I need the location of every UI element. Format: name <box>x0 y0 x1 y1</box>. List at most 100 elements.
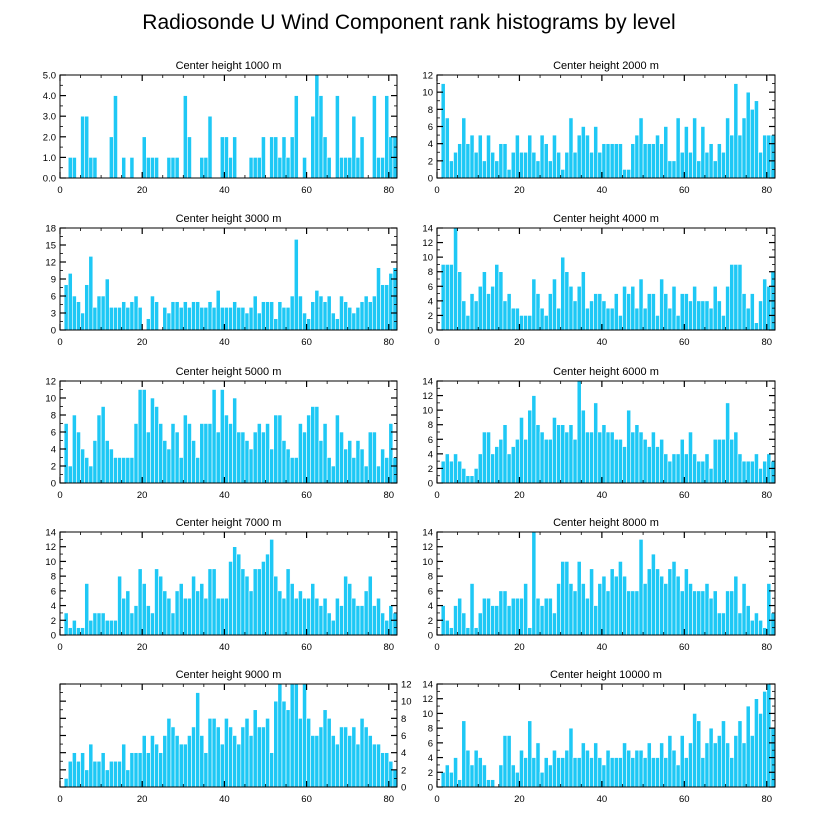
bar <box>515 597 520 636</box>
bar <box>498 271 504 331</box>
bar <box>638 117 644 179</box>
bar <box>166 312 172 331</box>
bar <box>306 414 311 484</box>
bar <box>572 590 578 636</box>
x-tick-label: 60 <box>301 185 312 196</box>
bar <box>182 414 188 484</box>
x-tick-label: 40 <box>219 490 230 501</box>
y-tick-label: 10 <box>401 697 412 708</box>
bar <box>125 457 131 484</box>
bar <box>232 735 238 788</box>
bar <box>343 726 348 788</box>
bar <box>486 779 491 788</box>
x-tick-label: 80 <box>761 185 772 196</box>
bar <box>490 151 496 179</box>
panel-9: Center height 9000 m 0 20 40 60 80 0 2 4 6 8 10 12 <box>57 669 411 805</box>
bar <box>76 431 81 484</box>
bar <box>166 597 172 636</box>
bar <box>453 757 458 788</box>
bar <box>191 440 196 484</box>
bar <box>335 95 340 179</box>
bar <box>700 460 706 484</box>
bar <box>585 431 590 484</box>
bar <box>576 561 582 636</box>
bar <box>766 683 772 788</box>
bar <box>453 605 458 636</box>
bar <box>178 743 184 788</box>
bar <box>380 612 385 636</box>
bar <box>326 457 332 484</box>
y-tick-label: 0 <box>428 783 433 794</box>
bar <box>388 760 394 788</box>
bar <box>293 597 299 636</box>
bar <box>556 151 561 179</box>
bar <box>326 718 332 788</box>
bar <box>440 264 446 331</box>
bar <box>638 749 644 788</box>
y-tick-label: 4 <box>51 445 56 456</box>
bar <box>125 769 131 788</box>
bar <box>392 457 398 484</box>
bar <box>347 440 353 484</box>
bar <box>564 151 570 179</box>
bar <box>613 143 619 179</box>
bar <box>150 612 155 636</box>
bar <box>359 448 365 484</box>
bar <box>154 568 159 636</box>
bar <box>453 227 458 331</box>
bar <box>384 95 390 179</box>
bar <box>638 278 644 331</box>
bar <box>166 718 172 788</box>
bar <box>708 468 714 484</box>
bar <box>469 764 475 788</box>
bar <box>523 151 528 179</box>
bar <box>465 143 471 179</box>
bar <box>626 293 632 331</box>
bar <box>486 431 491 484</box>
bar <box>745 605 751 636</box>
bar <box>671 453 677 484</box>
bar <box>363 726 369 788</box>
bar <box>741 583 747 636</box>
bar <box>762 278 768 331</box>
bar <box>482 271 487 331</box>
bar <box>158 752 164 788</box>
bar <box>630 143 636 179</box>
bar <box>754 322 759 331</box>
bar <box>269 752 275 788</box>
x-tick-label: 20 <box>514 642 525 653</box>
bar <box>477 285 483 331</box>
bar <box>314 74 320 179</box>
panel-title: Center height 9000 m <box>176 669 282 681</box>
y-tick-label: 8 <box>51 572 56 583</box>
bar <box>543 757 549 788</box>
bar <box>252 709 258 788</box>
bar <box>580 126 586 179</box>
bar <box>527 409 533 484</box>
bar <box>609 307 615 331</box>
y-tick-label: 6 <box>428 738 433 749</box>
bar <box>359 605 365 636</box>
bar <box>684 293 689 331</box>
bar <box>547 597 553 636</box>
bar <box>684 757 689 788</box>
bar <box>585 307 590 331</box>
bar <box>560 757 566 788</box>
bar <box>63 778 69 788</box>
bar <box>716 612 722 636</box>
panel-4: Center height 4000 m 0 20 40 60 80 0 2 4 6 8 10 12 14 <box>422 213 776 348</box>
bar <box>605 143 611 179</box>
bar <box>289 583 295 636</box>
bar <box>547 293 553 331</box>
bar <box>88 619 94 636</box>
bar <box>137 752 143 788</box>
bar <box>589 151 594 179</box>
bar <box>252 568 258 636</box>
bar <box>758 151 763 179</box>
bar <box>265 718 270 788</box>
bar <box>527 134 533 179</box>
y-tick-label: 4 <box>401 748 406 759</box>
bar <box>651 293 656 331</box>
bar <box>502 590 508 636</box>
bar <box>318 95 324 179</box>
